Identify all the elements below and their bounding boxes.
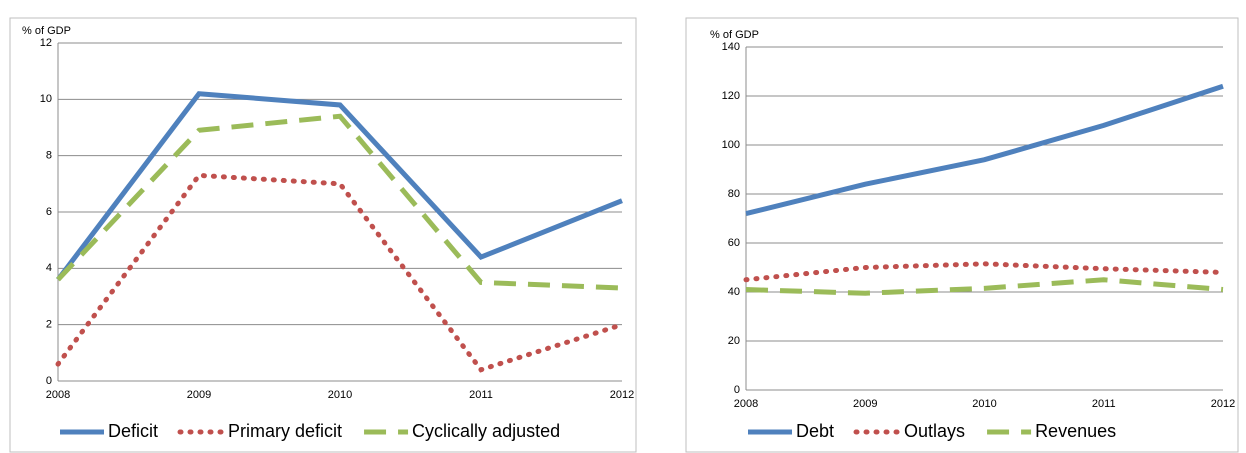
legend: Debt Outlays Revenues (748, 421, 1116, 441)
x-tick-label: 2011 (1092, 398, 1116, 410)
x-tick-label: 2010 (328, 389, 352, 401)
x-tick-label: 2012 (610, 389, 634, 401)
x-tick-label: 2011 (469, 389, 493, 401)
y-tick-label: 10 (40, 93, 52, 105)
series-line (745, 83, 1224, 217)
x-tick-label: 2008 (734, 398, 758, 410)
y-tick-label: 140 (722, 41, 740, 53)
y-tick-label: 4 (46, 262, 52, 274)
y-tick-label: 8 (46, 150, 52, 162)
legend-label: Deficit (108, 421, 158, 441)
series-line (55, 172, 625, 373)
y-axis-label: % of GDP (22, 25, 71, 37)
x-tick-label: 2009 (187, 389, 211, 401)
legend-label: Outlays (904, 421, 965, 441)
series-line (743, 261, 1226, 283)
series-line (56, 113, 623, 291)
legend-label: Revenues (1035, 421, 1116, 441)
y-axis-label: % of GDP (710, 29, 759, 41)
y-tick-label: 6 (46, 206, 52, 218)
legend: Deficit Primary deficit Cyclically adjuste… (60, 421, 560, 441)
x-tick-label: 2008 (46, 389, 70, 401)
x-tick-label: 2009 (853, 398, 877, 410)
y-tick-label: 2 (46, 319, 52, 331)
y-tick-label: 120 (722, 90, 740, 102)
y-tick-label: 20 (728, 335, 740, 347)
chart-frame (685, 17, 1239, 453)
y-tick-label: 40 (728, 286, 740, 298)
y-tick-label: 100 (722, 139, 740, 151)
x-tick-label: 2010 (972, 398, 996, 410)
y-tick-label: 12 (40, 37, 52, 49)
y-tick-label: 0 (734, 384, 740, 396)
series-line (56, 91, 623, 282)
series-line (745, 277, 1224, 296)
x-tick-label: 2012 (1211, 398, 1235, 410)
legend-label: Primary deficit (228, 421, 342, 441)
legend-label: Debt (796, 421, 834, 441)
y-tick-label: 60 (728, 237, 740, 249)
legend-label: Cyclically adjusted (412, 421, 560, 441)
y-tick-label: 0 (46, 375, 52, 387)
y-tick-label: 80 (728, 188, 740, 200)
